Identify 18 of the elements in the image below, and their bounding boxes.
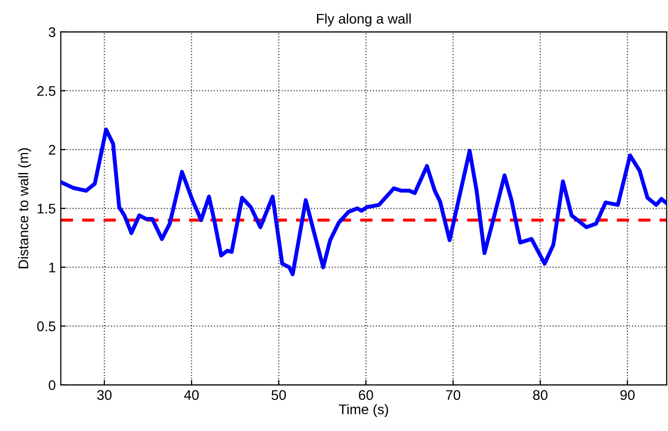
- x-tick-label: 30: [97, 390, 112, 400]
- y-tick-label: 0.5: [37, 321, 56, 332]
- x-tick-label: 80: [533, 390, 548, 400]
- y-axis-title: Distance to wall (m): [18, 148, 32, 268]
- x-tick-label: 70: [446, 390, 460, 400]
- y-tick-label: 1: [49, 262, 56, 272]
- y-tick-label: 0: [48, 380, 56, 390]
- line-series: [60, 128, 667, 276]
- y-tick-label: 2.5: [37, 86, 56, 96]
- x-tick-label: 50: [272, 390, 286, 400]
- y-tick-label: 3: [48, 27, 56, 38]
- y-tick-label: 2: [48, 144, 56, 155]
- x-axis-title: Time (s): [338, 404, 388, 418]
- x-tick-label: 60: [358, 390, 374, 400]
- y-tick-label: 1.5: [38, 204, 56, 214]
- chart-title: Fly along a wall: [317, 13, 411, 26]
- x-tick-label: 40: [184, 390, 199, 400]
- x-tick-label: 90: [620, 390, 635, 400]
